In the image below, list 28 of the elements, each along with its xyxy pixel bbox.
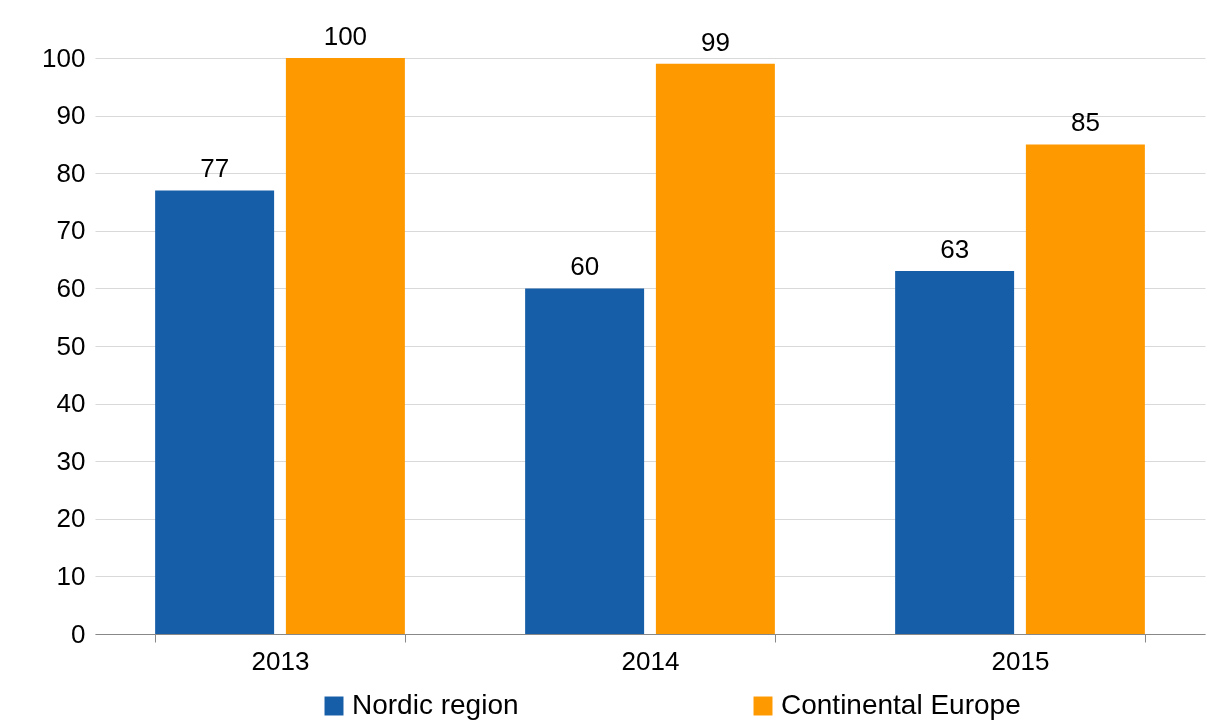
y-tick-label: 90 [56, 100, 86, 131]
y-tick-label: 60 [56, 272, 86, 303]
y-tick-label: 100 [42, 42, 86, 73]
y-tick-label: 30 [56, 445, 86, 476]
y-tick-label: 80 [56, 157, 86, 188]
data-label: 77 [200, 153, 230, 184]
data-label: 99 [700, 26, 730, 57]
data-label: 60 [570, 251, 600, 282]
y-tick-label: 70 [56, 215, 86, 246]
legend-label: Nordic region [352, 689, 519, 720]
data-label: 100 [323, 21, 368, 51]
y-tick-label: 40 [56, 388, 86, 419]
data-label: 63 [940, 234, 970, 265]
y-tick-label: 10 [56, 560, 86, 591]
x-tick-label: 2015 [991, 645, 1050, 676]
bar [285, 58, 405, 634]
bar [1025, 144, 1145, 634]
bar [525, 288, 645, 634]
y-tick-label: 0 [71, 618, 86, 649]
x-tick-label: 2014 [621, 645, 680, 676]
bar [155, 190, 275, 634]
y-tick-label: 20 [56, 503, 86, 534]
legend-label: Continental Europe [781, 689, 1021, 720]
bar [895, 271, 1015, 634]
x-tick-label: 2013 [251, 645, 310, 676]
bar [655, 63, 775, 634]
y-tick-label: 50 [56, 330, 86, 361]
data-label: 85 [1070, 107, 1100, 138]
